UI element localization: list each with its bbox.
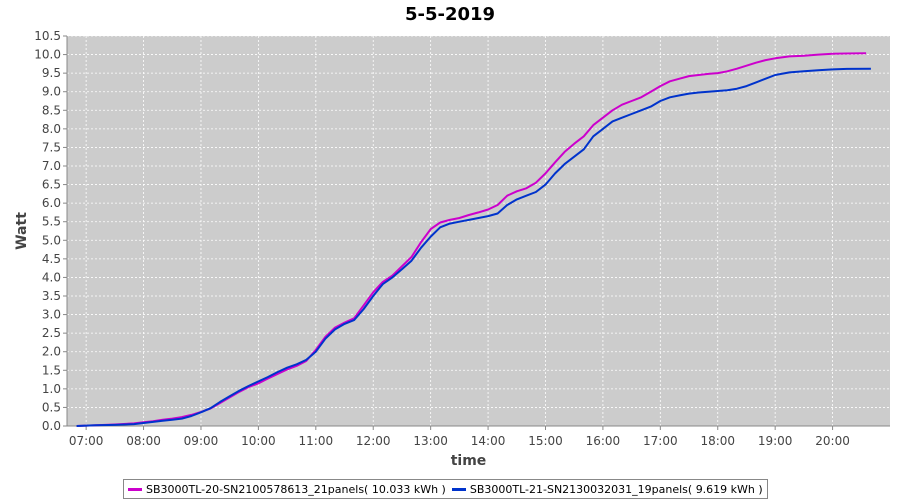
x-tick-label: 18:00 bbox=[700, 434, 735, 448]
x-tick-label: 14:00 bbox=[471, 434, 506, 448]
y-tick-label: 2.0 bbox=[42, 345, 61, 359]
y-tick-label: 6.0 bbox=[42, 196, 61, 210]
y-tick-label: 8.0 bbox=[42, 122, 61, 136]
y-tick-label: 5.5 bbox=[42, 215, 61, 229]
legend-item-series-2[interactable]: SB3000TL-21-SN2130032031_19panels( 9.619… bbox=[451, 482, 763, 496]
x-tick-label: 12:00 bbox=[356, 434, 391, 448]
y-tick-label: 9.0 bbox=[42, 85, 61, 99]
y-tick-label: 0.5 bbox=[42, 400, 61, 414]
x-tick-label: 07:00 bbox=[69, 434, 104, 448]
plot-area bbox=[67, 36, 890, 426]
y-tick-label: 3.5 bbox=[42, 289, 61, 303]
y-tick-label: 8.5 bbox=[42, 103, 61, 117]
y-tick-label: 4.5 bbox=[42, 252, 61, 266]
y-tick-label: 10.0 bbox=[34, 48, 61, 62]
x-tick-label: 13:00 bbox=[413, 434, 448, 448]
y-tick-label: 1.5 bbox=[42, 363, 61, 377]
x-tick-label: 10:00 bbox=[241, 434, 276, 448]
y-tick-label: 2.5 bbox=[42, 326, 61, 340]
y-tick-label: 9.5 bbox=[42, 66, 61, 80]
x-tick-label: 11:00 bbox=[299, 434, 334, 448]
legend-label-series-2: SB3000TL-21-SN2130032031_19panels( 9.619… bbox=[469, 482, 763, 496]
y-tick-label: 7.0 bbox=[42, 159, 61, 173]
x-tick-label: 08:00 bbox=[126, 434, 161, 448]
legend-item-series-1[interactable]: SB3000TL-20-SN2100578613_21panels( 10.03… bbox=[128, 483, 446, 496]
y-tick-label: 5.0 bbox=[42, 233, 61, 247]
y-tick-label: 6.5 bbox=[42, 178, 61, 192]
x-axis-label: time bbox=[451, 453, 487, 469]
x-tick-label: 19:00 bbox=[758, 434, 793, 448]
legend: SB3000TL-20-SN2100578613_21panels( 10.03… bbox=[123, 479, 768, 499]
x-tick-label: 20:00 bbox=[815, 434, 850, 448]
x-tick-label: 15:00 bbox=[528, 434, 563, 448]
x-tick-label: 17:00 bbox=[643, 434, 678, 448]
y-tick-label: 4.0 bbox=[42, 270, 61, 284]
series-line-2 bbox=[76, 67, 871, 427]
y-tick-label: 3.0 bbox=[42, 308, 61, 322]
x-tick-label: 16:00 bbox=[586, 434, 621, 448]
axes: 0.0 0.5 1.0 1.5 2.0 2.5 3.0 3.5 4.0 4.5 5.0 5.5 6.0 6… bbox=[34, 29, 890, 448]
chart-title: 5-5-2019 bbox=[404, 4, 496, 25]
grid-lines bbox=[67, 35, 890, 427]
y-tick-label: 1.0 bbox=[42, 382, 61, 396]
y-axis-label: Watt bbox=[14, 212, 30, 250]
legend-swatch-series-2 bbox=[451, 487, 466, 491]
legend-swatch-series-1 bbox=[128, 487, 142, 491]
y-tick-label: 10.5 bbox=[34, 29, 61, 43]
legend-label-series-1: SB3000TL-20-SN2100578613_21panels( 10.03… bbox=[146, 482, 446, 496]
y-tick-label: 7.5 bbox=[42, 140, 61, 154]
x-tick-label: 09:00 bbox=[184, 434, 219, 448]
series-lines bbox=[76, 52, 871, 427]
y-tick-label: 0.0 bbox=[42, 419, 61, 433]
